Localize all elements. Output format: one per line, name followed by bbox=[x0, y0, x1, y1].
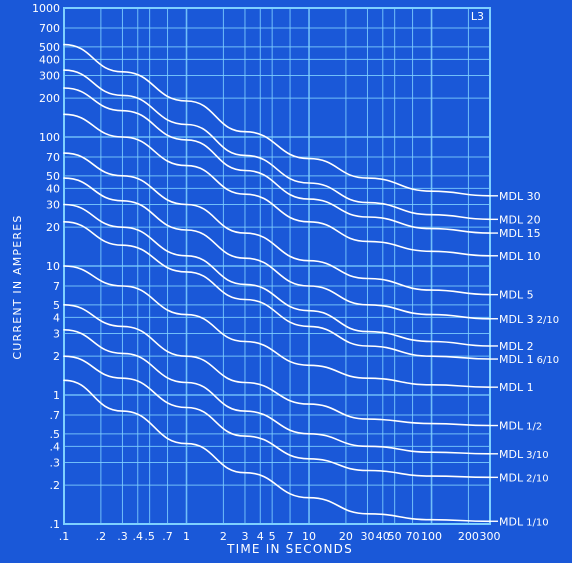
series-label: MDL 15 bbox=[499, 227, 541, 240]
series-label: MDL 5 bbox=[499, 289, 534, 302]
y-tick-label: .4 bbox=[50, 440, 61, 453]
y-tick-label: 10 bbox=[46, 260, 60, 273]
y-tick-label: 30 bbox=[46, 198, 60, 211]
series-label: MDL 2/10 bbox=[499, 471, 549, 484]
curves bbox=[63, 43, 491, 523]
y-tick-label: .5 bbox=[50, 428, 61, 441]
x-axis-title: TIME IN SECONDS bbox=[226, 542, 353, 556]
series-line bbox=[63, 43, 491, 197]
series-label: MDL 3 2/10 bbox=[499, 313, 559, 326]
x-tick-label: 70 bbox=[406, 530, 420, 543]
y-tick-label: 200 bbox=[39, 92, 60, 105]
y-tick-label: 2 bbox=[53, 350, 60, 363]
y-tick-label: 20 bbox=[46, 221, 60, 234]
x-tick-label: 200 bbox=[458, 530, 479, 543]
series-label: MDL 1 bbox=[499, 381, 534, 394]
series-label: MDL 1/2 bbox=[499, 420, 542, 433]
series-line bbox=[63, 203, 491, 347]
series-label: MDL 2 bbox=[499, 340, 534, 353]
y-tick-label: 5 bbox=[53, 299, 60, 312]
x-tick-label: 40 bbox=[376, 530, 390, 543]
x-tick-label: 30 bbox=[360, 530, 374, 543]
series-label: MDL 30 bbox=[499, 190, 541, 203]
y-tick-label: 500 bbox=[39, 41, 60, 54]
series-label: MDL 10 bbox=[499, 250, 541, 263]
x-tick-label: 7 bbox=[287, 530, 294, 543]
y-tick-label: 70 bbox=[46, 151, 60, 164]
corner-tag: L3 bbox=[471, 10, 484, 23]
series-line bbox=[63, 177, 491, 320]
x-tick-label: 100 bbox=[421, 530, 442, 543]
series-line bbox=[63, 87, 491, 234]
x-tick-label: .5 bbox=[144, 530, 155, 543]
x-tick-label: 300 bbox=[480, 530, 501, 543]
x-tick-label: .7 bbox=[162, 530, 173, 543]
series-line bbox=[63, 329, 491, 455]
series-label: MDL 1/10 bbox=[499, 515, 549, 528]
x-tick-label: .1 bbox=[59, 530, 70, 543]
series-line bbox=[63, 304, 491, 427]
y-tick-label: .2 bbox=[50, 479, 61, 492]
y-tick-label: 1000 bbox=[32, 2, 60, 15]
y-tick-label: 7 bbox=[53, 280, 60, 293]
series-label: MDL 1 6/10 bbox=[499, 353, 559, 366]
y-tick-label: 40 bbox=[46, 182, 60, 195]
x-tick-label: 4 bbox=[257, 530, 264, 543]
x-tick-label: 3 bbox=[241, 530, 248, 543]
y-tick-label: 50 bbox=[46, 170, 60, 183]
y-tick-label: 400 bbox=[39, 53, 60, 66]
x-tick-label: 1 bbox=[183, 530, 190, 543]
series-line bbox=[63, 69, 491, 221]
x-tick-label: 20 bbox=[339, 530, 353, 543]
x-tick-label: 5 bbox=[269, 530, 276, 543]
y-tick-label: .1 bbox=[50, 518, 61, 531]
series-line bbox=[63, 355, 491, 479]
y-tick-label: 300 bbox=[39, 69, 60, 82]
y-tick-label: .7 bbox=[50, 409, 61, 422]
series-label: MDL 3/10 bbox=[499, 448, 549, 461]
series-line bbox=[63, 152, 491, 296]
x-tick-label: 10 bbox=[302, 530, 316, 543]
y-tick-label: 1 bbox=[53, 389, 60, 402]
x-tick-label: 50 bbox=[388, 530, 402, 543]
x-tick-label: .3 bbox=[117, 530, 128, 543]
x-tick-label: .4 bbox=[133, 530, 144, 543]
y-tick-label: 100 bbox=[39, 131, 60, 144]
y-tick-label: 700 bbox=[39, 22, 60, 35]
series-line bbox=[63, 221, 491, 360]
y-tick-label: 4 bbox=[53, 311, 60, 324]
series-line bbox=[63, 379, 491, 523]
y-axis-title: CURRENT IN AMPERES bbox=[11, 214, 24, 359]
series-line bbox=[63, 265, 491, 388]
series-line bbox=[63, 113, 491, 257]
y-tick-label: 3 bbox=[53, 327, 60, 340]
series-label: MDL 20 bbox=[499, 213, 541, 226]
x-tick-label: 2 bbox=[220, 530, 227, 543]
y-tick-label: .3 bbox=[50, 456, 61, 469]
x-tick-label: .2 bbox=[96, 530, 107, 543]
